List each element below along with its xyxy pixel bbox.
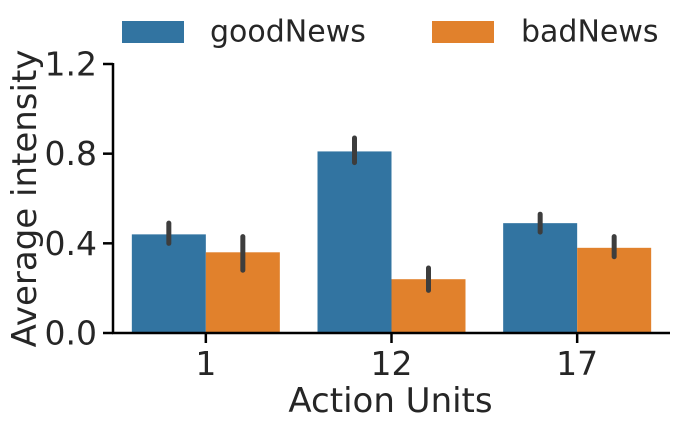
x-tick-label: 12 <box>371 344 413 383</box>
y-tick-label: 1.2 <box>45 45 97 84</box>
legend-swatch-goodNews <box>122 21 184 43</box>
x-tick-label: 1 <box>195 344 216 383</box>
y-tick-label: 0.8 <box>45 134 97 173</box>
x-axis-title: Action Units <box>288 381 492 421</box>
y-tick-label: 0.0 <box>45 314 97 353</box>
legend-label-goodNews: goodNews <box>210 15 366 50</box>
bar-goodNews-1 <box>131 234 206 333</box>
legend: goodNews badNews <box>122 15 659 50</box>
y-axis-title: Average intensity <box>5 50 45 348</box>
x-axis-ticks: 1 12 17 <box>195 333 598 383</box>
legend-label-badNews: badNews <box>521 15 659 50</box>
bar-badNews-17 <box>577 247 652 333</box>
x-tick-label: 17 <box>556 344 598 383</box>
bar-goodNews-12 <box>317 151 392 333</box>
legend-swatch-badNews <box>432 21 494 43</box>
y-axis-ticks: 0.0 0.4 0.8 1.2 <box>45 45 113 353</box>
bar-goodNews-17 <box>503 223 578 333</box>
y-tick-label: 0.4 <box>45 224 97 263</box>
error-bars <box>166 135 617 293</box>
bars <box>131 151 652 333</box>
